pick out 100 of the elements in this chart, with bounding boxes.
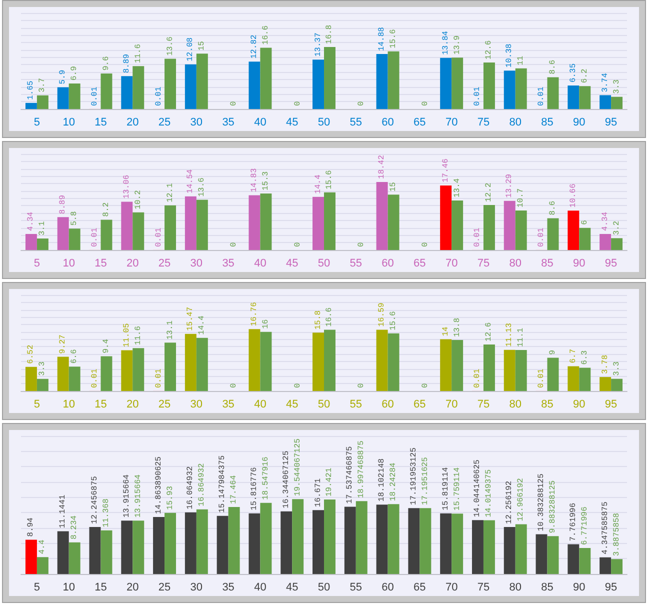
bar bbox=[324, 46, 336, 109]
bar bbox=[57, 356, 69, 391]
bar bbox=[579, 86, 591, 109]
bar bbox=[36, 378, 48, 391]
data-label: 0 bbox=[420, 383, 430, 388]
x-tick-label: 70 bbox=[445, 398, 458, 410]
bar bbox=[452, 58, 464, 109]
data-label: 15.3 bbox=[261, 171, 270, 191]
x-tick-label: 85 bbox=[541, 582, 554, 594]
bar bbox=[579, 548, 591, 574]
x-tick-label: 15 bbox=[94, 116, 107, 128]
data-label: 8.89 bbox=[58, 194, 68, 214]
data-label: 0 bbox=[230, 101, 239, 106]
data-label: 11 bbox=[516, 56, 526, 66]
bar bbox=[515, 68, 527, 109]
data-label: 0.01 bbox=[537, 368, 546, 388]
data-label: 4.347585875 bbox=[600, 501, 610, 554]
data-label: 10.66 bbox=[568, 183, 578, 208]
bar bbox=[196, 54, 208, 109]
data-label: 6.35 bbox=[568, 63, 578, 83]
data-label: 1.65 bbox=[26, 80, 36, 100]
data-label: 16 bbox=[261, 319, 270, 329]
data-label: 12.82 bbox=[250, 34, 259, 59]
data-label: 12.2456875 bbox=[90, 476, 100, 524]
data-label: 3.2 bbox=[612, 220, 622, 236]
bar bbox=[216, 516, 228, 574]
data-label: 15 bbox=[389, 182, 398, 192]
data-label: 19.421 bbox=[325, 468, 334, 497]
bar bbox=[132, 520, 144, 574]
data-label: 0.01 bbox=[537, 228, 546, 247]
x-tick-label: 10 bbox=[62, 582, 75, 594]
data-label: 12.1 bbox=[166, 182, 175, 202]
x-tick-label: 95 bbox=[604, 582, 618, 594]
bar bbox=[568, 366, 580, 391]
data-label: 3.74 bbox=[600, 72, 610, 92]
data-label: 17.191953125 bbox=[409, 447, 418, 506]
x-tick-label: 45 bbox=[286, 582, 298, 594]
x-tick-label: 35 bbox=[222, 258, 234, 270]
bar bbox=[25, 366, 37, 391]
data-label: 11.1441 bbox=[58, 494, 68, 528]
data-label: 17.537466875 bbox=[346, 446, 355, 504]
bar bbox=[100, 74, 112, 109]
bar bbox=[184, 334, 196, 391]
data-label: 14 bbox=[441, 326, 450, 336]
bar bbox=[89, 527, 101, 574]
x-tick-label: 20 bbox=[126, 582, 139, 594]
bar bbox=[248, 513, 260, 574]
data-label: 14.54 bbox=[186, 169, 196, 194]
bar bbox=[312, 332, 324, 391]
data-label: 0 bbox=[357, 101, 366, 106]
x-tick-label: 90 bbox=[573, 582, 586, 594]
bar bbox=[164, 58, 176, 109]
bar bbox=[376, 330, 388, 391]
data-label: 0.01 bbox=[90, 86, 100, 106]
x-tick-label: 75 bbox=[477, 582, 490, 594]
data-label: 9.6 bbox=[102, 56, 111, 71]
data-label: 9.4 bbox=[102, 338, 111, 354]
data-label: 15.8 bbox=[314, 310, 323, 330]
data-label: 3.3 bbox=[38, 361, 48, 376]
bar bbox=[388, 51, 400, 109]
data-label: 4.4 bbox=[38, 540, 48, 554]
x-tick-label: 10 bbox=[62, 398, 75, 410]
data-label: 11.6 bbox=[134, 44, 143, 64]
bar bbox=[611, 378, 623, 391]
bar bbox=[36, 557, 48, 574]
data-label: 14.863890625 bbox=[154, 456, 164, 514]
data-label: 0 bbox=[293, 383, 302, 388]
x-tick-label: 5 bbox=[34, 116, 40, 128]
data-label: 17.464 bbox=[230, 475, 239, 504]
bar bbox=[260, 332, 272, 391]
data-label: 3.8875858 bbox=[612, 512, 622, 556]
data-label: 15.6 bbox=[389, 29, 398, 48]
bar bbox=[515, 350, 527, 391]
data-label: 17.1951625 bbox=[420, 456, 430, 506]
bar bbox=[121, 202, 133, 250]
data-label: 0.01 bbox=[90, 368, 100, 388]
bar bbox=[25, 540, 37, 574]
bar bbox=[376, 504, 388, 574]
bar bbox=[196, 200, 208, 250]
bar bbox=[483, 344, 495, 391]
bar bbox=[184, 196, 196, 250]
data-label: 0 bbox=[230, 383, 239, 388]
bar bbox=[504, 200, 516, 250]
bar bbox=[600, 95, 612, 109]
data-label: 5.9 bbox=[58, 70, 68, 84]
x-tick-label: 45 bbox=[286, 258, 298, 270]
data-label: 16.344067125 bbox=[282, 450, 291, 508]
data-label: 15.6 bbox=[389, 311, 398, 330]
data-label: 14.0149375 bbox=[484, 469, 494, 518]
x-tick-label: 55 bbox=[350, 116, 362, 128]
bar bbox=[121, 350, 133, 391]
bar bbox=[57, 217, 69, 250]
data-label: 13.29 bbox=[505, 174, 514, 198]
data-label: 8.234 bbox=[70, 515, 80, 540]
data-label: 14.044140625 bbox=[473, 459, 482, 518]
data-label: 19.544067125 bbox=[293, 438, 302, 496]
x-tick-label: 5 bbox=[34, 582, 40, 594]
data-label: 11.13 bbox=[505, 322, 514, 347]
x-tick-label: 50 bbox=[318, 116, 330, 128]
data-label: 12.966192 bbox=[516, 478, 526, 522]
